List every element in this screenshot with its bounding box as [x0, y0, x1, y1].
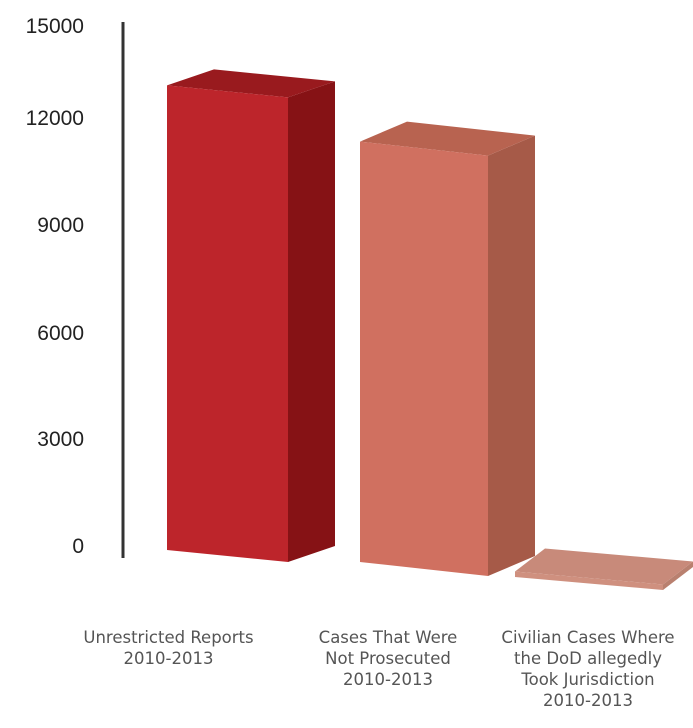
bar-side-face: [288, 81, 335, 563]
x-category-line: the DoD allegedly: [514, 649, 662, 668]
x-category-label: Unrestricted Reports 2010-2013: [56, 627, 281, 669]
x-category-line: 2010-2013: [123, 649, 214, 668]
bar-front-face: [360, 141, 488, 576]
x-category-line: 2010-2013: [343, 670, 433, 689]
y-tick-label: 6000: [37, 322, 84, 345]
x-category-line: Unrestricted Reports: [83, 628, 254, 647]
x-category-line: 2010-2013: [543, 691, 633, 710]
y-tick-label: 0: [72, 535, 84, 558]
bar-side-face: [663, 561, 693, 590]
bar-side-face: [488, 135, 535, 576]
bar-top-face: [167, 69, 335, 98]
y-tick-label: 3000: [37, 428, 84, 451]
y-tick-label: 12000: [26, 107, 84, 130]
x-category-label: Civilian Cases Where the DoD allegedly T…: [488, 627, 688, 711]
x-category-line: Took Jurisdiction: [521, 670, 655, 689]
x-category-line: Civilian Cases Where: [501, 628, 675, 647]
bar-front-face: [515, 571, 663, 590]
y-tick-label: 9000: [37, 214, 84, 237]
bar-top-face: [360, 121, 535, 156]
x-category-line: Cases That Were: [318, 628, 458, 647]
bar-top-face: [515, 548, 693, 585]
bars-group: [167, 69, 693, 590]
x-category-line: Not Prosecuted: [325, 649, 451, 668]
bar-front-face: [167, 85, 288, 563]
y-tick-label: 15000: [26, 15, 84, 38]
x-category-label: Cases That Were Not Prosecuted 2010-2013: [298, 627, 478, 690]
